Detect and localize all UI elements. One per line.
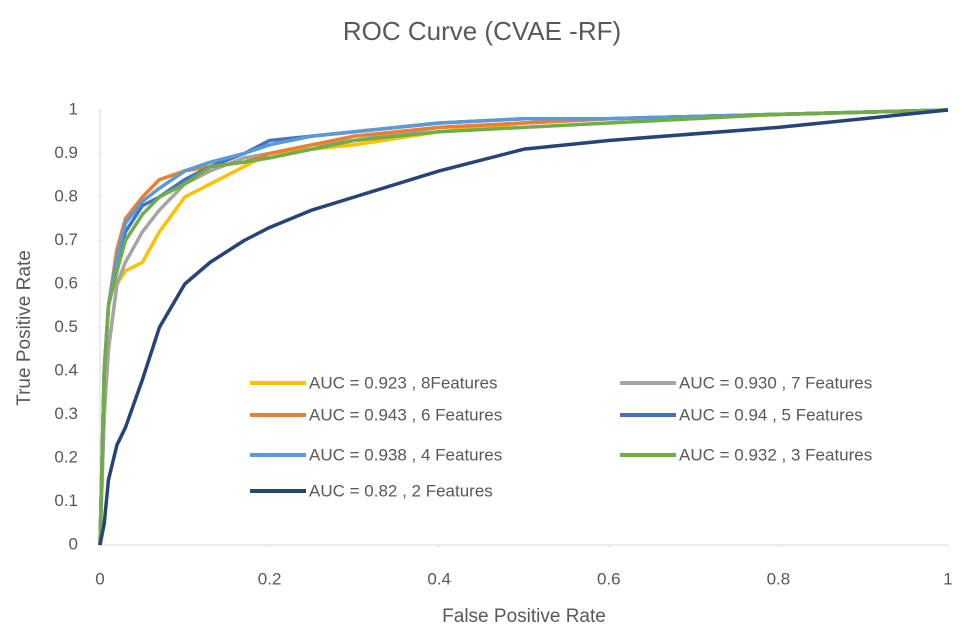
y-axis-title: True Positive Rate bbox=[14, 250, 35, 406]
series-line bbox=[98, 108, 949, 546]
series-line bbox=[98, 108, 949, 546]
legend-label: AUC = 0.923 , 8Features bbox=[309, 373, 498, 392]
x-tick-label: 0.8 bbox=[767, 569, 791, 588]
x-tick-label: 0.2 bbox=[258, 569, 282, 588]
y-tick-label: 0.7 bbox=[54, 230, 78, 249]
y-tick-label: 1 bbox=[69, 99, 78, 118]
y-tick-label: 0.1 bbox=[54, 491, 78, 510]
y-tick-label: 0.8 bbox=[54, 186, 78, 205]
y-tick-label: 0.3 bbox=[54, 404, 78, 423]
y-tick-label: 0.4 bbox=[54, 360, 78, 379]
x-tick-label: 0.4 bbox=[427, 569, 451, 588]
y-tick-label: 0.2 bbox=[54, 447, 78, 466]
y-tick-label: 0.5 bbox=[54, 317, 78, 336]
legend-label: AUC = 0.94 , 5 Features bbox=[679, 405, 863, 424]
legend-label: AUC = 0.932 , 3 Features bbox=[679, 445, 872, 464]
legend-label: AUC = 0.82 , 2 Features bbox=[309, 481, 493, 500]
y-tick-label: 0 bbox=[69, 534, 78, 553]
y-tick-label: 0.9 bbox=[54, 143, 78, 162]
legend-label: AUC = 0.943 , 6 Features bbox=[309, 405, 502, 424]
chart-title: ROC Curve (CVAE -RF) bbox=[343, 16, 621, 46]
legend-label: AUC = 0.938 , 4 Features bbox=[309, 445, 502, 464]
x-axis-title: False Positive Rate bbox=[442, 606, 606, 627]
series-line bbox=[98, 108, 949, 546]
x-tick-label: 0.6 bbox=[597, 569, 621, 588]
legend-label: AUC = 0.930 , 7 Features bbox=[679, 373, 872, 392]
y-tick-label: 0.6 bbox=[54, 273, 78, 292]
series-line bbox=[98, 108, 949, 546]
x-tick-label: 0 bbox=[95, 569, 104, 588]
x-tick-label: 1 bbox=[943, 569, 952, 588]
